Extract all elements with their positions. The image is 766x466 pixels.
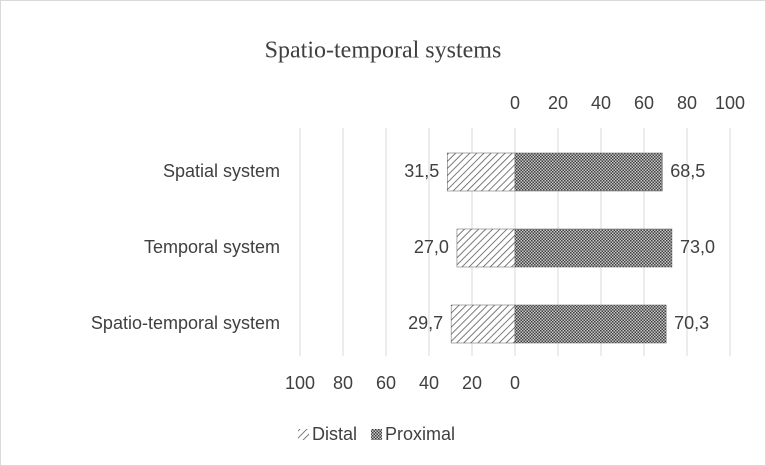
legend-swatch — [371, 429, 383, 440]
category-label: Spatio-temporal system — [91, 313, 280, 333]
category-label: Spatial system — [163, 161, 280, 181]
x2-tick-label: 20 — [548, 93, 568, 113]
bar — [514, 304, 667, 344]
legend-swatch — [298, 429, 309, 440]
value-label: 29,7 — [408, 313, 443, 333]
bar — [514, 228, 673, 268]
x-tick-label: 80 — [333, 373, 353, 393]
x-tick-label: 20 — [462, 373, 482, 393]
value-label: 70,3 — [674, 313, 709, 333]
x2-tick-label: 0 — [510, 93, 520, 113]
x2-tick-label: 60 — [634, 93, 654, 113]
x2-tick-label: 40 — [591, 93, 611, 113]
value-label: 31,5 — [404, 161, 439, 181]
category-label: Temporal system — [144, 237, 280, 257]
x2-tick-label: 100 — [715, 93, 745, 113]
bar — [514, 152, 663, 192]
x-tick-label: 60 — [376, 373, 396, 393]
bar — [456, 228, 516, 268]
legend-label: Distal — [312, 424, 357, 444]
value-label: 68,5 — [670, 161, 705, 181]
x2-tick-label: 80 — [677, 93, 697, 113]
x-tick-label: 0 — [510, 373, 520, 393]
value-label: 27,0 — [414, 237, 449, 257]
x-tick-label: 100 — [285, 373, 315, 393]
bar — [450, 304, 516, 344]
bar — [447, 152, 516, 192]
chart-title: Spatio-temporal systems — [265, 38, 502, 64]
x-tick-label: 40 — [419, 373, 439, 393]
legend-label: Proximal — [385, 424, 455, 444]
value-label: 73,0 — [680, 237, 715, 257]
